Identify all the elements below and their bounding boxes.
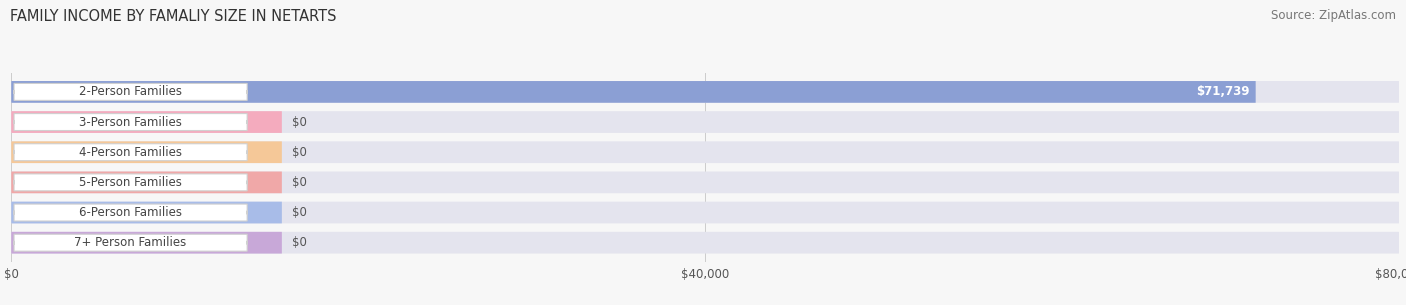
- Text: 3-Person Families: 3-Person Families: [79, 116, 181, 129]
- FancyBboxPatch shape: [11, 232, 281, 253]
- Text: Source: ZipAtlas.com: Source: ZipAtlas.com: [1271, 9, 1396, 22]
- Text: $0: $0: [291, 176, 307, 189]
- FancyBboxPatch shape: [11, 111, 1399, 133]
- FancyBboxPatch shape: [14, 113, 247, 131]
- FancyBboxPatch shape: [11, 202, 281, 223]
- Text: 5-Person Families: 5-Person Families: [79, 176, 181, 189]
- FancyBboxPatch shape: [11, 141, 281, 163]
- FancyBboxPatch shape: [14, 204, 247, 221]
- FancyBboxPatch shape: [11, 232, 1399, 253]
- FancyBboxPatch shape: [11, 111, 281, 133]
- Text: $0: $0: [291, 206, 307, 219]
- FancyBboxPatch shape: [11, 171, 281, 193]
- Text: 2-Person Families: 2-Person Families: [79, 85, 183, 99]
- FancyBboxPatch shape: [11, 141, 1399, 163]
- FancyBboxPatch shape: [11, 81, 1256, 103]
- Text: 6-Person Families: 6-Person Families: [79, 206, 183, 219]
- Text: FAMILY INCOME BY FAMALIY SIZE IN NETARTS: FAMILY INCOME BY FAMALIY SIZE IN NETARTS: [10, 9, 336, 24]
- Text: 7+ Person Families: 7+ Person Families: [75, 236, 187, 249]
- Text: 4-Person Families: 4-Person Families: [79, 146, 183, 159]
- Text: $0: $0: [291, 116, 307, 129]
- Text: $0: $0: [291, 236, 307, 249]
- FancyBboxPatch shape: [11, 81, 1399, 103]
- FancyBboxPatch shape: [11, 171, 1399, 193]
- FancyBboxPatch shape: [14, 84, 247, 100]
- FancyBboxPatch shape: [11, 202, 1399, 223]
- Text: $0: $0: [291, 146, 307, 159]
- FancyBboxPatch shape: [14, 144, 247, 161]
- FancyBboxPatch shape: [14, 234, 247, 251]
- FancyBboxPatch shape: [14, 174, 247, 191]
- Text: $71,739: $71,739: [1197, 85, 1250, 99]
